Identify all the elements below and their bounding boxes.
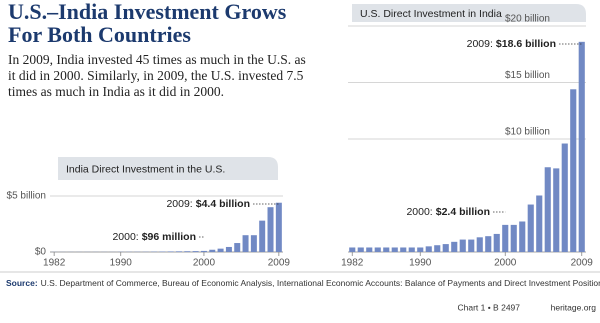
bar (374, 247, 381, 252)
annotation-value: $2.4 billion (436, 206, 490, 218)
chart-title-tab (58, 157, 278, 180)
bar (400, 247, 407, 252)
y-tick-label: $20 billion (505, 14, 550, 25)
bar (366, 247, 373, 252)
bar (468, 239, 475, 252)
bar (485, 236, 492, 252)
annotation-label: 2009: (467, 38, 493, 50)
chart-title-tab (352, 4, 586, 22)
site: heritage.org (551, 302, 597, 312)
bar (383, 247, 390, 252)
x-tick-label: 2009 (571, 258, 594, 269)
bar (267, 207, 274, 252)
x-tick-label: 2000 (193, 258, 216, 269)
bar (451, 241, 458, 252)
title-line: For Both Countries (8, 22, 191, 47)
annotation-label: 2000: (406, 206, 432, 218)
source: Source: U.S. Department of Commerce, Bure… (6, 278, 600, 288)
annotation-value: $4.4 billion (196, 198, 250, 210)
subtitle-line: it did in 2000. Similarly, in 2009, the … (8, 68, 304, 83)
bar (167, 251, 174, 252)
bar (434, 245, 441, 252)
bar (493, 233, 500, 252)
x-tick-label: 2000 (494, 258, 517, 269)
bar (459, 239, 466, 252)
annotation-value: $96 million (142, 231, 196, 243)
bar (553, 168, 560, 252)
x-tick-label: 1982 (43, 258, 66, 269)
bar (561, 143, 568, 252)
bar (544, 167, 551, 252)
y-tick-label: $5 billion (7, 191, 46, 202)
bar (192, 251, 199, 252)
bar (209, 249, 216, 252)
chart-id: Chart 1 • B 2497 (457, 302, 520, 312)
x-tick-label: 1990 (409, 258, 432, 269)
bar (349, 247, 356, 252)
bar (184, 251, 191, 252)
y-tick-label: $10 billion (505, 127, 550, 138)
bar (391, 247, 398, 252)
bar (250, 235, 257, 252)
y-tick-label: $0 (35, 247, 47, 258)
bar (225, 246, 232, 252)
source-text: U.S. Department of Commerce, Bureau of E… (41, 278, 600, 288)
subtitle-line: In 2009, India invested 45 times as much… (8, 52, 306, 67)
subtitle-line: times as much in India as it did in 2000… (8, 84, 224, 99)
annotation: 2009: $4.4 billion (166, 198, 250, 210)
bar (259, 220, 266, 252)
x-tick-label: 2009 (268, 258, 291, 269)
annotation-label: 2009: (166, 198, 192, 210)
bar (536, 195, 543, 252)
bar (242, 235, 249, 252)
bar (417, 247, 424, 252)
bar (510, 224, 517, 252)
bar (200, 250, 207, 252)
annotation-label: 2000: (112, 231, 138, 243)
annotation-value: $18.6 billion (496, 38, 556, 50)
y-tick-label: $15 billion (505, 70, 550, 81)
annotation: 2000: $2.4 billion (406, 206, 490, 218)
bar (570, 89, 577, 252)
annotation: 2000: $96 million (112, 231, 196, 243)
bar (234, 243, 241, 252)
bar (408, 247, 415, 252)
chart-title: India Direct Investment in the U.S. (66, 163, 225, 175)
bar (357, 247, 364, 252)
bar (442, 244, 449, 252)
bar (217, 248, 224, 252)
bar (527, 204, 534, 252)
bar (476, 237, 483, 252)
annotation: 2009: $18.6 billion (467, 38, 556, 50)
bar (425, 246, 432, 252)
x-tick-label: 1990 (110, 258, 133, 269)
bar (502, 224, 509, 252)
bar (175, 251, 182, 252)
chart-title: U.S. Direct Investment in India (360, 8, 502, 20)
bar (519, 221, 526, 252)
source-label: Source: (6, 278, 38, 288)
title-line: U.S.–India Investment Grows (8, 0, 287, 24)
bar (578, 41, 585, 252)
bar (275, 202, 282, 252)
x-tick-label: 1982 (341, 258, 364, 269)
